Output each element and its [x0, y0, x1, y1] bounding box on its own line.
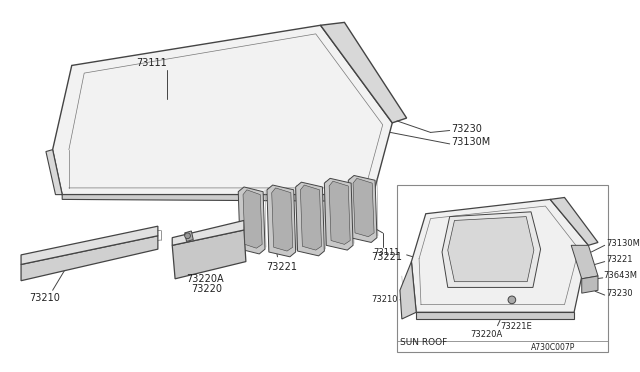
- Polygon shape: [172, 230, 246, 279]
- Polygon shape: [416, 312, 574, 319]
- Polygon shape: [448, 217, 534, 282]
- Text: 73221: 73221: [266, 262, 297, 272]
- Text: A730C007P: A730C007P: [531, 343, 575, 352]
- Polygon shape: [21, 236, 158, 281]
- Polygon shape: [582, 276, 598, 293]
- Text: 73643M: 73643M: [604, 272, 637, 280]
- Polygon shape: [172, 221, 244, 245]
- Polygon shape: [572, 245, 598, 279]
- Polygon shape: [267, 185, 296, 257]
- Circle shape: [185, 233, 191, 238]
- Text: 73111: 73111: [373, 248, 400, 257]
- Polygon shape: [52, 25, 392, 195]
- Polygon shape: [348, 176, 377, 243]
- Text: 73130M: 73130M: [452, 137, 491, 147]
- Polygon shape: [329, 181, 350, 244]
- Polygon shape: [550, 198, 598, 245]
- Text: SUN ROOF: SUN ROOF: [400, 338, 447, 347]
- Text: 73230: 73230: [452, 124, 483, 134]
- Text: 73130M: 73130M: [607, 239, 640, 248]
- Text: 73220A: 73220A: [187, 274, 224, 284]
- Polygon shape: [412, 199, 588, 312]
- Polygon shape: [46, 150, 62, 195]
- Text: 73221E: 73221E: [500, 322, 532, 331]
- Text: 73221: 73221: [607, 255, 633, 264]
- Text: 73221: 73221: [371, 252, 402, 262]
- Text: 73210: 73210: [29, 293, 60, 303]
- Text: 73220: 73220: [191, 283, 222, 294]
- Polygon shape: [272, 188, 292, 251]
- Text: 73111: 73111: [136, 58, 166, 68]
- Polygon shape: [400, 262, 416, 319]
- Polygon shape: [353, 178, 374, 237]
- Bar: [397, 185, 607, 353]
- Polygon shape: [62, 195, 373, 201]
- Circle shape: [508, 296, 516, 304]
- Polygon shape: [21, 226, 158, 264]
- Polygon shape: [324, 178, 353, 250]
- Text: 73210: 73210: [372, 295, 398, 304]
- Polygon shape: [185, 231, 193, 241]
- Polygon shape: [442, 212, 541, 288]
- Text: 73230: 73230: [607, 289, 633, 298]
- Polygon shape: [321, 22, 406, 123]
- Polygon shape: [300, 185, 321, 250]
- Polygon shape: [238, 187, 265, 254]
- Polygon shape: [296, 182, 324, 256]
- Polygon shape: [243, 190, 262, 248]
- Text: 73220A: 73220A: [470, 330, 502, 339]
